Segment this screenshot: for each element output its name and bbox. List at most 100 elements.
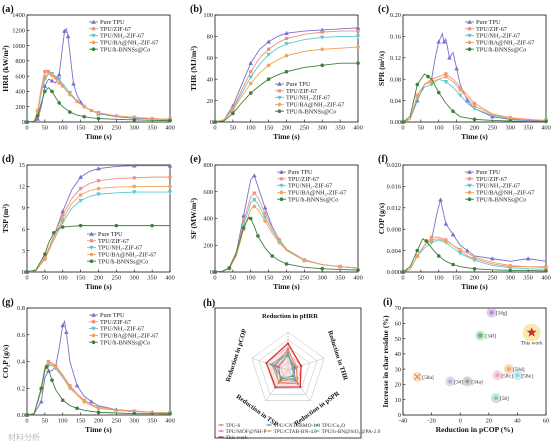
- data-point-tpu_zif: [79, 186, 83, 191]
- legend-marker: [91, 19, 96, 24]
- x-tick-label: 100: [434, 275, 444, 282]
- data-point-tpu_ba: [302, 258, 307, 263]
- scatter-point: [495, 373, 500, 378]
- x-tick-label: 0: [25, 275, 28, 282]
- legend-label: Pure TPU: [100, 312, 125, 319]
- panel-d: 0 50 100 150 200 250 300 350 400 0 3 6 9 12 15 Time (s)…: [1, 154, 175, 291]
- x-tick-label: 300: [317, 125, 327, 132]
- data-point-tpu_ba: [96, 186, 101, 191]
- legend-label: TPU/h-BNNSs@Co: [100, 46, 150, 53]
- data-point-tpu_hbn: [213, 270, 217, 274]
- x-tick-label: 150: [264, 275, 274, 282]
- legend-marker: [279, 177, 284, 181]
- legend-label: Pure TPU: [286, 81, 311, 88]
- radar-point: [291, 367, 294, 370]
- y-tick-label: 1000: [12, 43, 25, 50]
- x-tick-label: 350: [335, 125, 345, 132]
- data-point-tpu_hbn: [75, 406, 79, 411]
- x-tick-label: 400: [165, 125, 175, 132]
- plot-frame: [402, 307, 547, 416]
- panel-label: (a): [2, 4, 14, 15]
- data-point-tpu_ba: [96, 406, 101, 411]
- legend-marker: [91, 326, 96, 332]
- legend-marker: [91, 340, 96, 345]
- legend-label: TPU/NH₂-ZIF-67: [476, 33, 520, 40]
- data-point-tpu_zif: [444, 72, 448, 76]
- data-point-tpu_hbn: [266, 77, 271, 81]
- series-line-tpu_nh2: [402, 239, 547, 273]
- legend-marker: [467, 40, 472, 45]
- x-tick-label: 350: [147, 275, 157, 282]
- data-point-tpu_hbn: [544, 119, 548, 124]
- data-point-pure_tpu: [71, 81, 76, 86]
- y-tick-label: 40: [395, 351, 401, 358]
- x-tick-label: -20: [427, 418, 436, 425]
- y-tick-label: 60: [395, 320, 401, 327]
- data-point-tpu_ba: [50, 73, 54, 78]
- radar-series: [274, 348, 299, 385]
- radar-legend-label: This work: [226, 435, 248, 441]
- panel-f: 0 50 100 150 200 250 300 350 400 0.000 0.004 0.008 0…: [377, 154, 551, 291]
- data-point-tpu_ba: [231, 108, 235, 113]
- data-point-tpu_nh2: [457, 251, 463, 256]
- x-tick-label: 400: [541, 275, 551, 282]
- radar-point: [295, 380, 298, 383]
- radar-point: [279, 379, 282, 382]
- legend-marker: [91, 333, 96, 338]
- radar-point: [293, 377, 296, 380]
- x-tick-label: 300: [129, 275, 139, 282]
- panel-c: 0 50 100 150 200 250 300 350 400 0.00 0.04 0.08 0.12…: [377, 4, 551, 141]
- data-point-tpu_hbn: [356, 61, 360, 65]
- y-tick-label: 0.12: [390, 55, 401, 62]
- data-point-tpu_ba: [472, 104, 477, 108]
- legend-label: TPU/BA@NH₂-ZIF-67: [476, 40, 534, 47]
- legend-label: TPU/BA@NH₂-ZIF-67: [288, 190, 346, 197]
- y-tick-label: 600: [203, 189, 213, 196]
- legend-label: TPU/h-BNNSs@Co: [100, 339, 150, 346]
- data-point-pure_tpu: [167, 163, 173, 168]
- panel-e: 0 50 100 150 200 250 300 350 400 0 200 400 600 800 Tim…: [189, 154, 363, 291]
- y-tick-label: 0: [210, 269, 213, 276]
- data-point-tpu_ba: [266, 63, 271, 68]
- data-point-tpu_ba: [429, 238, 434, 242]
- radar-spoke: [265, 369, 289, 401]
- data-point-tpu_zif: [46, 69, 51, 74]
- radar-point: [280, 378, 283, 381]
- data-point-tpu_ba: [444, 239, 448, 243]
- x-axis-label: Time (s): [461, 132, 488, 141]
- data-point-tpu_hbn: [44, 365, 49, 369]
- panel-label: (d): [2, 154, 14, 165]
- data-point-tpu_hbn: [436, 90, 441, 95]
- plot-frame: [26, 14, 171, 123]
- x-tick-label: 50: [230, 125, 236, 132]
- data-point-tpu_ba: [43, 257, 47, 261]
- legend-marker: [467, 19, 472, 24]
- data-point-tpu_ba: [60, 217, 65, 222]
- scatter-label: [58e]: [521, 373, 533, 379]
- x-tick-label: 50: [42, 418, 48, 425]
- y-tick-label: 0.00: [390, 119, 401, 126]
- legend-marker: [91, 320, 96, 324]
- data-point-pure_tpu: [465, 248, 470, 253]
- data-point-tpu_hbn: [227, 266, 232, 270]
- y-tick-label: 1200: [12, 27, 25, 34]
- x-tick-label: 150: [76, 418, 86, 425]
- radar-legend-marker: [268, 430, 270, 432]
- y-tick-label: 0: [22, 119, 25, 126]
- y-tick-label: 0.000: [387, 269, 401, 276]
- x-tick-label: 350: [335, 275, 345, 282]
- x-tick-label: 300: [505, 275, 515, 282]
- radar-axis-label: Reduction in pCOP: [225, 328, 249, 383]
- radar-point: [299, 385, 302, 389]
- data-point-tpu_zif: [430, 235, 434, 239]
- radar-legend-marker: [220, 424, 222, 426]
- radar-axis-label: Reduction in TSP: [235, 393, 279, 428]
- radar-series: [278, 354, 296, 382]
- legend-label: TPU/ZIF-67: [476, 26, 507, 33]
- series-line-tpu_nh2: [402, 78, 547, 123]
- y-tick-label: 800: [203, 162, 213, 169]
- series-line-tpu_ba: [402, 76, 547, 123]
- x-axis-label: Time (s): [273, 282, 300, 291]
- data-point-tpu_nh2: [56, 77, 62, 82]
- data-point-tpu_hbn: [35, 114, 40, 118]
